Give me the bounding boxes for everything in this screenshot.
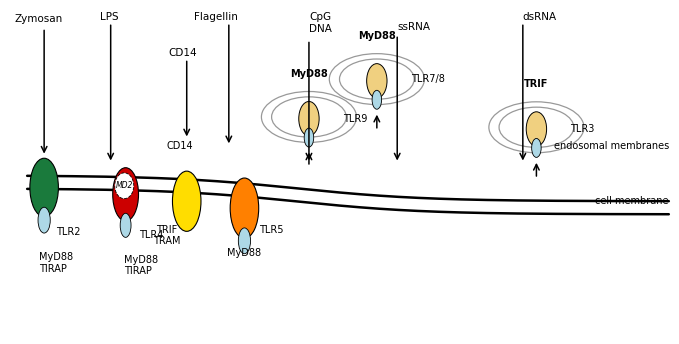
Text: Flagellin: Flagellin [194,12,238,22]
Text: TLR5: TLR5 [259,225,284,236]
Text: CpG
DNA: CpG DNA [309,12,332,34]
Ellipse shape [120,213,131,237]
Ellipse shape [304,128,314,147]
Ellipse shape [526,112,547,146]
Text: MyD88: MyD88 [227,248,261,258]
Text: TRIF
TRAM: TRIF TRAM [153,225,180,246]
Ellipse shape [172,171,201,232]
Text: MyD88: MyD88 [290,69,328,79]
Text: CD14: CD14 [166,141,194,151]
Text: endosomal membranes: endosomal membranes [553,141,669,151]
Text: TLR7/8: TLR7/8 [411,74,445,84]
Text: MyD88: MyD88 [358,31,396,41]
Text: MD2: MD2 [115,181,133,190]
Text: TLR9: TLR9 [343,114,367,124]
Text: cell membrane: cell membrane [595,196,669,206]
Text: MyD88
TIRAP: MyD88 TIRAP [39,252,73,274]
Ellipse shape [113,168,139,221]
Text: CD14: CD14 [168,48,197,58]
Ellipse shape [532,139,541,158]
Text: MyD88
TIRAP: MyD88 TIRAP [124,255,158,276]
Text: TLR3: TLR3 [570,124,595,134]
Ellipse shape [238,228,251,254]
Ellipse shape [115,173,134,199]
Text: LPS: LPS [100,12,119,22]
Text: TRIF: TRIF [524,79,549,89]
Ellipse shape [367,64,387,98]
Text: TLR4: TLR4 [139,230,164,240]
Ellipse shape [38,207,50,233]
Ellipse shape [30,158,58,217]
Text: dsRNA: dsRNA [523,12,557,22]
Text: TLR2: TLR2 [56,227,80,237]
Ellipse shape [230,178,259,238]
Text: ssRNA: ssRNA [397,22,430,32]
Text: Zymosan: Zymosan [15,14,63,24]
Ellipse shape [372,90,382,109]
Ellipse shape [299,101,319,136]
